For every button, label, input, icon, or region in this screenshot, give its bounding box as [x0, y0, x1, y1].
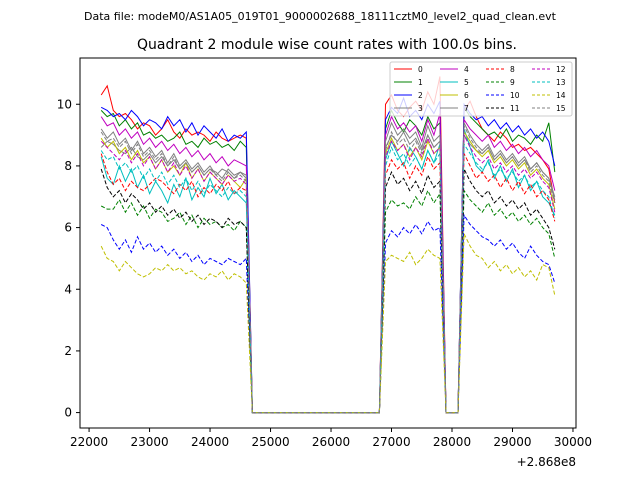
series-line-12	[100, 134, 556, 414]
legend-label-4: 4	[464, 65, 469, 74]
series-line-3	[100, 130, 556, 414]
series-line-5	[100, 128, 556, 414]
x-tick-label: 22000	[70, 435, 108, 449]
series-line-13	[100, 142, 556, 414]
x-tick-label: 29000	[493, 435, 531, 449]
suptitle: Data file: modeM0/AS1A05_019T01_90000026…	[84, 10, 557, 23]
legend-label-1: 1	[418, 78, 423, 87]
legend-label-14: 14	[556, 91, 566, 100]
x-tick-label: 24000	[191, 435, 229, 449]
ticks-layer: 22000 23000 24000 25000 26000 27000 28000 29000…	[57, 97, 592, 449]
x-tick-label: 30000	[554, 435, 592, 449]
legend-label-12: 12	[556, 65, 566, 74]
legend-label-2: 2	[418, 91, 423, 100]
legend-label-10: 10	[510, 91, 520, 100]
legend-box	[389, 61, 573, 117]
series-layer	[100, 76, 556, 414]
y-tick-label: 4	[64, 282, 72, 296]
series-line-1	[100, 105, 556, 414]
series-line-10	[100, 213, 556, 414]
legend-label-9: 9	[510, 78, 515, 87]
legend-label-13: 13	[556, 78, 566, 87]
legend-label-3: 3	[418, 104, 423, 113]
y-tick-label: 8	[64, 159, 72, 173]
x-tick-label: 25000	[251, 435, 289, 449]
legend-label-11: 11	[510, 104, 520, 113]
series-line-15	[100, 125, 556, 414]
series-line-6	[100, 130, 556, 414]
legend-label-7: 7	[464, 104, 469, 113]
x-tick-label: 28000	[433, 435, 471, 449]
x-tick-label: 23000	[130, 435, 168, 449]
legend-label-0: 0	[418, 65, 423, 74]
x-tick-label: 27000	[372, 435, 410, 449]
legend-label-5: 5	[464, 78, 469, 87]
legend-label-8: 8	[510, 65, 515, 74]
y-tick-label: 0	[64, 406, 72, 420]
axes-frame	[79, 57, 577, 429]
series-line-14	[100, 233, 556, 414]
chart-title: Quadrant 2 module wise count rates with …	[137, 37, 517, 53]
y-tick-label: 10	[57, 97, 72, 111]
series-line-9	[100, 188, 556, 414]
y-tick-label: 2	[64, 344, 72, 358]
series-line-7	[100, 121, 556, 414]
x-offset-label: +2.868e8	[517, 455, 576, 469]
y-tick-label: 6	[64, 221, 72, 235]
legend-label-6: 6	[464, 91, 469, 100]
series-line-0	[100, 76, 556, 414]
x-tick-label: 26000	[312, 435, 350, 449]
legend-label-15: 15	[556, 104, 566, 113]
